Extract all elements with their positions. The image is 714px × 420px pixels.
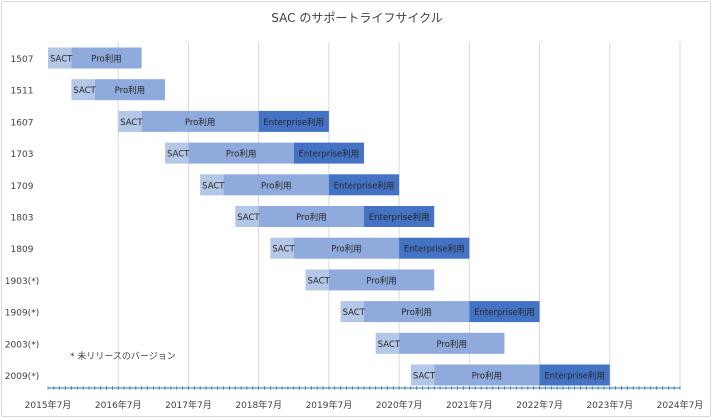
bar-pro-1703 xyxy=(188,142,294,164)
bar-label: Pro利用 xyxy=(261,180,292,191)
bar-pro-2003-unreleased xyxy=(399,332,505,354)
bar-label: SACT xyxy=(50,55,73,65)
bar-sact-1809 xyxy=(270,237,294,259)
bar-pro-1903-unreleased xyxy=(328,269,435,291)
category-label: 1507 xyxy=(11,55,34,65)
bar-pro-1803 xyxy=(258,206,364,227)
bar-label: Enterprise利用 xyxy=(299,149,360,160)
bar-enterprise-1703 xyxy=(293,142,364,164)
bar-sact-1903-unreleased xyxy=(305,269,329,291)
bar-pro-1607 xyxy=(141,110,259,132)
bar-sact-1703 xyxy=(165,142,189,164)
x-tick-label: 2017年7月 xyxy=(165,399,212,411)
x-tick-label: 2019年7月 xyxy=(306,399,353,411)
category-label: 2009(*) xyxy=(5,372,39,382)
bar-enterprise-1809 xyxy=(399,237,470,259)
x-tick-label: 2016年7月 xyxy=(95,399,142,411)
bar-label: SACT xyxy=(343,308,366,318)
bar-enterprise-1803 xyxy=(364,206,435,227)
category-label: 1903(*) xyxy=(5,277,39,287)
bar-label: Enterprise利用 xyxy=(263,117,324,128)
x-tick-label: 2023年7月 xyxy=(586,399,633,411)
bar-sact-2003-unreleased xyxy=(375,332,400,354)
bar-sact-1803 xyxy=(235,206,259,227)
bar-label: Pro利用 xyxy=(185,117,216,128)
category-label: 1511 xyxy=(11,87,34,97)
bar-label: SACT xyxy=(202,181,225,191)
bars xyxy=(48,47,610,386)
gridlines xyxy=(47,42,681,390)
bar-label: SACT xyxy=(307,276,330,286)
bar-label: SACT xyxy=(120,118,143,128)
unreleased-note: * 未リリースのバージョン xyxy=(70,350,176,362)
bar-sact-1607 xyxy=(118,110,142,132)
category-label: 1709 xyxy=(11,182,34,192)
x-tick-label: 2015年7月 xyxy=(25,399,72,411)
x-tick-label: 2022年7月 xyxy=(516,399,563,411)
bar-label: Pro利用 xyxy=(115,85,146,96)
category-label: 1607 xyxy=(11,118,34,128)
bar-enterprise-1709 xyxy=(328,174,400,196)
bar-label: SACT xyxy=(73,86,96,96)
bar-enterprise-1607 xyxy=(258,110,329,132)
x-tick-label: 2021年7月 xyxy=(446,399,493,411)
bar-pro-1709 xyxy=(223,174,329,196)
bar-pro-1809 xyxy=(293,237,400,259)
bar-pro-1507 xyxy=(71,47,142,69)
bar-label: Pro利用 xyxy=(91,54,122,65)
bar-sact-1909-unreleased xyxy=(340,301,364,323)
category-label: 2003(*) xyxy=(5,340,39,350)
x-tick-label: 2018年7月 xyxy=(235,399,282,411)
bar-label: Pro利用 xyxy=(331,244,362,255)
category-label: 1809 xyxy=(11,245,34,255)
bar-label: SACT xyxy=(378,340,401,350)
bar-label: Pro利用 xyxy=(296,212,327,223)
bar-sact-1709 xyxy=(200,174,224,196)
bar-pro-1511 xyxy=(94,79,166,101)
labels: 2015年7月 2016年7月 2017年7月 2018年7月 2019年7月 2020年… xyxy=(5,54,704,412)
bar-label: Pro利用 xyxy=(366,275,397,286)
bar-label: SACT xyxy=(237,213,260,223)
chart-title: SAC のサポートライフサイクル xyxy=(271,11,442,25)
bar-label: Pro利用 xyxy=(437,339,468,350)
bar-label: SACT xyxy=(413,372,436,382)
bar-pro-1909-unreleased xyxy=(364,301,470,323)
x-tick-label: 2024年7月 xyxy=(657,399,704,411)
category-label: 1703 xyxy=(11,150,34,160)
bar-sact-1507 xyxy=(48,47,72,69)
x-tick-label: 2020年7月 xyxy=(376,399,423,411)
bar-label: SACT xyxy=(272,245,295,255)
bar-enterprise-1909-unreleased xyxy=(469,301,540,323)
bar-label: Pro利用 xyxy=(472,371,503,382)
bar-label: Pro利用 xyxy=(226,149,257,160)
bar-enterprise-2009-unreleased xyxy=(539,364,610,386)
bar-label: Enterprise利用 xyxy=(369,212,430,223)
bar-label: Pro利用 xyxy=(401,307,432,318)
category-label: 1909(*) xyxy=(5,309,39,319)
category-label: 1803 xyxy=(11,214,34,224)
bar-sact-2009-unreleased xyxy=(410,364,435,386)
bar-label: Enterprise利用 xyxy=(334,180,395,191)
bar-label: Enterprise利用 xyxy=(544,371,605,382)
bar-label: Enterprise利用 xyxy=(474,307,535,318)
bar-pro-2009-unreleased xyxy=(434,364,540,386)
bar-label: SACT xyxy=(167,150,190,160)
bar-label: Enterprise利用 xyxy=(404,244,465,255)
bar-sact-1511 xyxy=(71,79,95,101)
